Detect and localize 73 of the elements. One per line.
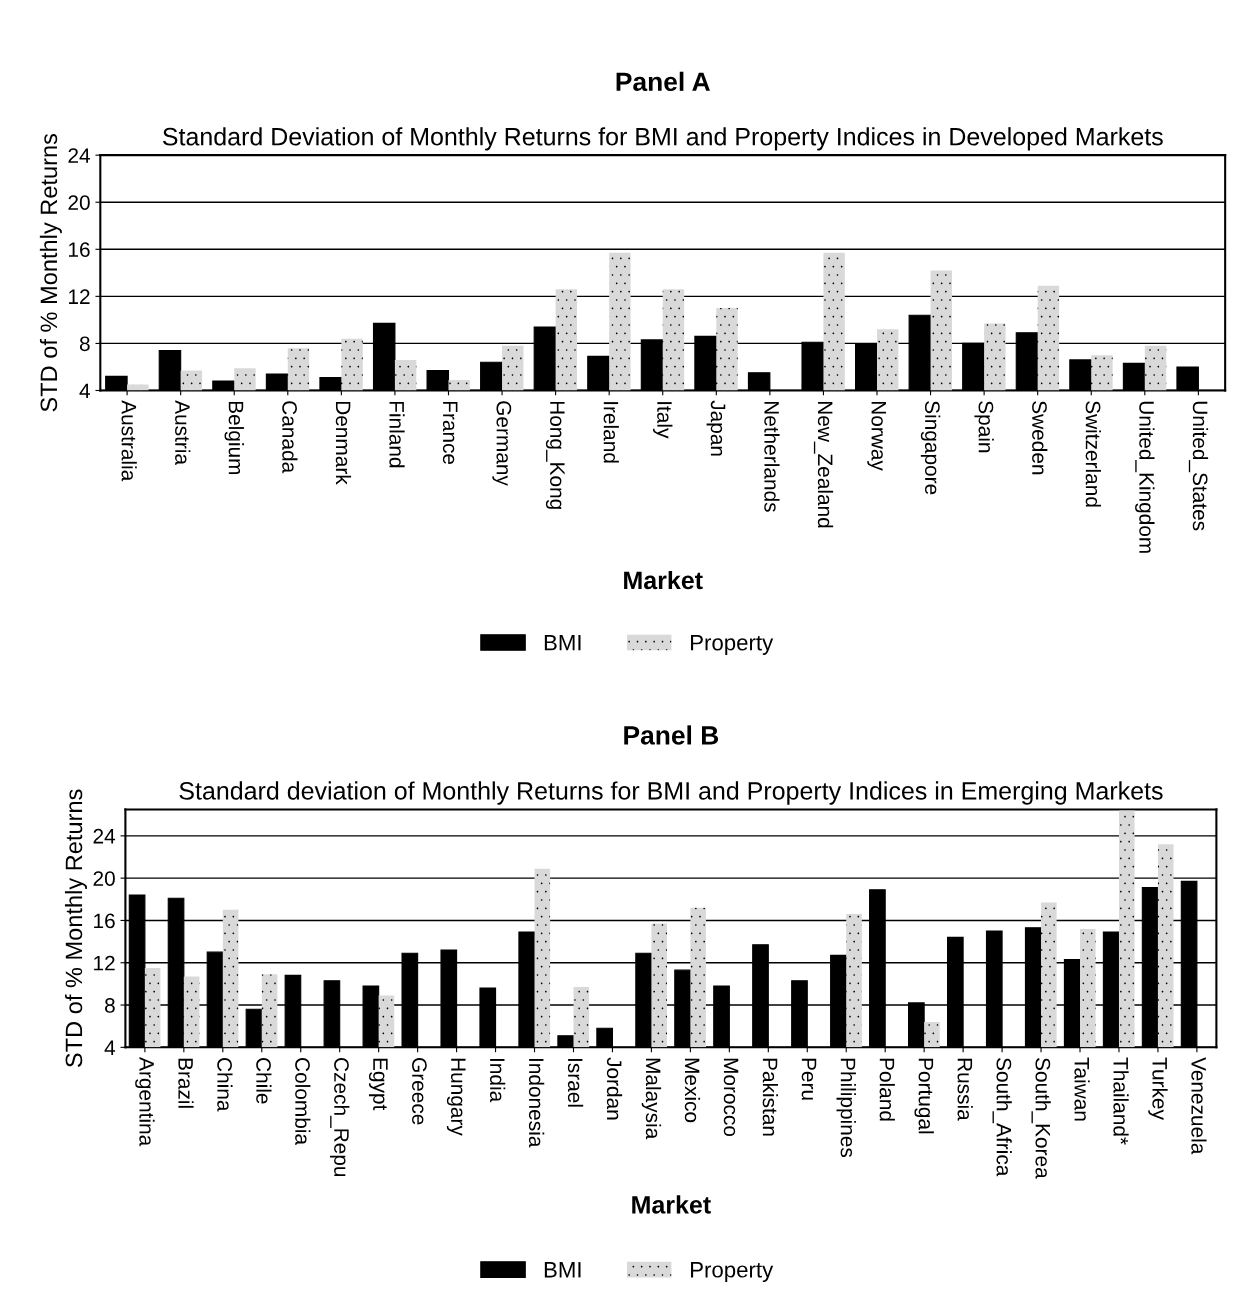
x-tick-label: Spain bbox=[974, 401, 994, 453]
y-tick-label: 16 bbox=[69, 242, 90, 258]
x-tick-label: Mexico bbox=[684, 1058, 701, 1123]
x-tick-label: Italy bbox=[653, 402, 673, 439]
chart-subtitle: Standard Deviation of Monthly Returns for BMI and Property Indices in Developed Markets bbox=[162, 127, 1163, 151]
x-axis-title: Market bbox=[624, 570, 703, 590]
x-tick-label: Argentina bbox=[135, 1057, 155, 1147]
x-tick-label: China bbox=[217, 1058, 233, 1112]
x-tick-label: Venezuela bbox=[1191, 1057, 1207, 1155]
x-tick-label: Morocco bbox=[723, 1058, 739, 1137]
x-tick-label: South_Korea bbox=[1031, 1058, 1051, 1179]
x-tick-label: Russia bbox=[957, 1058, 973, 1121]
x-tick-label: India bbox=[489, 1058, 506, 1103]
chart-title: Panel B bbox=[624, 725, 719, 745]
y-tick-label: 24 bbox=[93, 828, 116, 844]
x-tick-label: Colombia bbox=[295, 1058, 311, 1146]
x-tick-label: Indonesia bbox=[528, 1058, 545, 1148]
y-tick-label: 4 bbox=[79, 383, 90, 399]
x-tick-label: Malaysia bbox=[641, 1058, 662, 1140]
y-tick-label: 8 bbox=[105, 998, 115, 1013]
y-tick-label: 24 bbox=[68, 148, 90, 163]
x-tick-label: South_Africa bbox=[992, 1058, 1012, 1177]
legend-label: Property bbox=[691, 634, 774, 655]
x-tick-label: Pakistan bbox=[762, 1058, 779, 1136]
x-tick-label: Norway bbox=[867, 401, 886, 471]
chart-subtitle: Standard deviation of Monthly Returns for BMI and Property Indices in Emerging Markets bbox=[179, 781, 1163, 805]
x-tick-label: Philippines bbox=[836, 1058, 856, 1158]
x-tick-label: Greece bbox=[412, 1058, 427, 1125]
legend-label: BMI bbox=[544, 1262, 581, 1278]
x-tick-label: Hong_Kong bbox=[545, 401, 565, 509]
legend-label: BMI bbox=[544, 634, 581, 651]
x-tick-label: Canada bbox=[282, 401, 298, 474]
x-tick-label: Poland bbox=[879, 1058, 895, 1121]
y-tick-label: 8 bbox=[79, 336, 90, 352]
x-tick-label: Switzerland bbox=[1085, 401, 1101, 507]
x-tick-label: Turkey bbox=[1148, 1057, 1168, 1120]
y-axis-title: STD of % Monthly Returns bbox=[39, 133, 62, 412]
chart-title: Panel A bbox=[616, 71, 710, 92]
x-tick-label: Germany bbox=[492, 401, 512, 486]
y-tick-label: 20 bbox=[68, 195, 90, 210]
x-tick-label: Portugal bbox=[914, 1058, 934, 1134]
x-tick-label: Sweden bbox=[1032, 401, 1048, 475]
x-axis-title: Market bbox=[632, 1195, 711, 1214]
x-tick-label: Brazil bbox=[178, 1058, 194, 1108]
y-tick-label: 4 bbox=[104, 1040, 116, 1055]
x-tick-label: Ireland bbox=[603, 402, 619, 463]
x-tick-label: Jordan bbox=[606, 1057, 623, 1120]
x-tick-label: Finland bbox=[389, 401, 405, 468]
x-tick-label: Denmark bbox=[335, 401, 352, 485]
y-tick-label: 20 bbox=[93, 871, 115, 886]
x-tick-label: New_Zealand bbox=[813, 401, 834, 528]
x-tick-label: Taiwan bbox=[1074, 1057, 1090, 1121]
y-tick-label: 12 bbox=[69, 289, 90, 304]
x-tick-label: Hungary bbox=[446, 1058, 466, 1136]
x-tick-label: Belgium bbox=[224, 401, 244, 475]
x-tick-label: United_Kingdom bbox=[1135, 401, 1155, 553]
x-tick-label: Czech_Repu bbox=[329, 1058, 350, 1177]
x-tick-label: Singapore bbox=[920, 401, 941, 495]
x-tick-label: Chile bbox=[256, 1058, 272, 1104]
y-tick-label: 12 bbox=[94, 955, 115, 971]
x-tick-label: Japan bbox=[706, 400, 726, 456]
y-tick-label: 16 bbox=[94, 913, 115, 929]
x-tick-label: United_States bbox=[1188, 401, 1209, 531]
x-tick-label: France bbox=[442, 401, 458, 465]
x-tick-label: Egypt bbox=[368, 1058, 388, 1111]
x-tick-label: Australia bbox=[121, 400, 137, 482]
x-tick-label: Netherlands bbox=[764, 401, 780, 512]
x-tick-label: Israel bbox=[567, 1058, 584, 1107]
y-axis-title: STD of % Monthly Returns bbox=[64, 789, 87, 1068]
legend-label: Property bbox=[691, 1262, 774, 1282]
x-tick-label: Peru bbox=[801, 1058, 817, 1100]
x-tick-label: Thailand* bbox=[1113, 1057, 1129, 1145]
x-tick-label: Austria bbox=[175, 400, 191, 466]
